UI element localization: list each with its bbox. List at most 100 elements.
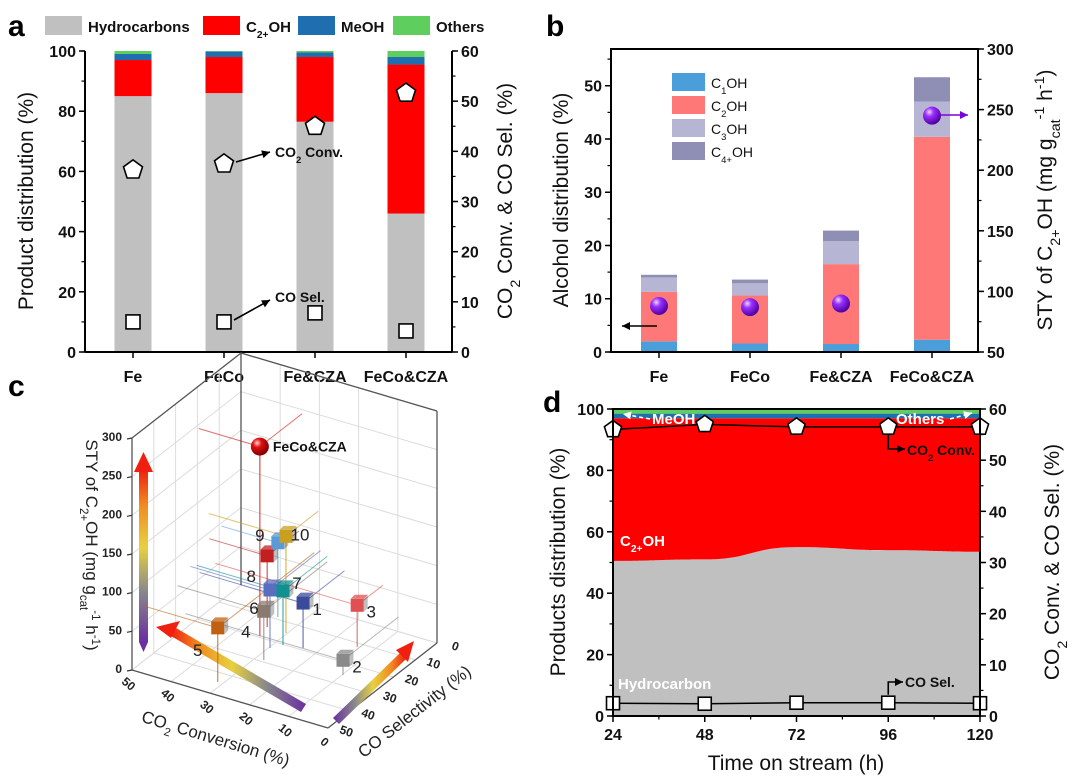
- z-tick-label: 250: [102, 469, 122, 483]
- panel-letter: a: [8, 10, 25, 43]
- bar-segment: [114, 54, 152, 61]
- x-tick-label: FeCo: [730, 369, 770, 386]
- projection-line: [263, 561, 328, 612]
- area-hydrocarbon: [613, 547, 980, 716]
- cube-front: [257, 604, 271, 618]
- legend-swatch: [672, 119, 705, 137]
- data-point-label: 8: [246, 567, 255, 586]
- co-selectivity-marker: [789, 695, 804, 710]
- cube-front: [263, 583, 277, 597]
- y-tick-label: 100: [577, 402, 604, 419]
- y-tick-label: 100: [987, 284, 1014, 301]
- legend-label: C2+OH: [246, 19, 291, 41]
- z-tick-label: 300: [102, 430, 122, 444]
- x-tick-label: Fe: [650, 369, 669, 386]
- x-tick-label: 0: [318, 734, 332, 749]
- z-tick: [126, 437, 133, 440]
- bar-segment: [205, 57, 243, 94]
- projection-line: [144, 605, 218, 629]
- cube-side: [309, 592, 314, 610]
- co-selectivity-marker: [125, 314, 141, 330]
- co-sel-arrow: [233, 299, 271, 321]
- y-tick-label: 10: [584, 292, 602, 309]
- y2-axis-title: CO2 Conv. & CO Sel. (%): [1041, 444, 1071, 680]
- y-axis-title: Product distribution (%): [15, 92, 38, 310]
- others-arrow: [949, 411, 973, 420]
- meoh-arrow: [622, 411, 651, 420]
- box-edge: [240, 352, 438, 412]
- co-selectivity-marker: [398, 323, 414, 339]
- z-tick: [126, 669, 133, 672]
- cube-side: [363, 594, 368, 612]
- z-tick: [126, 553, 133, 556]
- y-tick-label: 20: [58, 285, 76, 302]
- bar-segment: [914, 77, 950, 102]
- cube-top: [263, 579, 281, 584]
- projection-line: [208, 513, 287, 537]
- y-axis-title: Products distribution (%): [547, 448, 570, 677]
- y-tick-label: 30: [584, 185, 602, 202]
- others-arrow-shaft: [949, 412, 973, 420]
- sty-marker: [650, 296, 668, 315]
- co2-conv-arrow-head: [261, 150, 270, 159]
- grid-line: [131, 507, 438, 594]
- cube-front: [296, 596, 310, 610]
- x-tick-label: 20: [237, 709, 256, 729]
- conversion-arrow-head: [156, 621, 180, 638]
- cube-side: [289, 580, 294, 598]
- y-tick-label: 20: [586, 648, 604, 665]
- bar-segment: [296, 57, 334, 122]
- bar-segment: [641, 277, 677, 292]
- cube-side: [292, 525, 297, 543]
- bar-segment: [732, 283, 768, 296]
- data-point-label: 2: [352, 657, 361, 676]
- co2-conversion-marker: [395, 82, 417, 102]
- legend-swatch: [393, 16, 430, 35]
- data-point-label: 4: [241, 622, 250, 641]
- right-axis-arrow: [940, 111, 968, 119]
- bar-segment: [114, 51, 152, 55]
- panel-b-alcohol-distribution: b Fe FeCo Fe&CZA FeCo&CZA 0 10 20 30 40 50 50 100 150…: [546, 10, 1064, 386]
- co-selectivity-marker: [307, 305, 323, 321]
- projection-line: [190, 565, 271, 591]
- grid-line: [219, 601, 416, 661]
- bar-segment: [823, 230, 859, 242]
- cube-top: [279, 525, 297, 530]
- box-edge: [131, 669, 329, 729]
- area-c2-oh: [613, 418, 980, 561]
- z-tick-label: 50: [109, 623, 123, 637]
- y-tick-label: 60: [461, 44, 479, 61]
- cube-side: [273, 545, 278, 563]
- cube-top: [211, 617, 229, 622]
- y-tick-label: 40: [989, 504, 1007, 521]
- left-axis-arrow: [622, 322, 657, 330]
- y-tick-label: 20: [584, 238, 602, 255]
- x-tick-label: 48: [696, 727, 714, 744]
- z-tick: [126, 630, 133, 633]
- cube-top: [257, 600, 275, 605]
- meoh-label: MeOH: [652, 411, 695, 428]
- x-tick-label: FeCo&CZA: [364, 369, 449, 386]
- co2-conversion-marker: [122, 158, 144, 179]
- data-point-label: 1: [312, 600, 321, 619]
- sty-marker: [741, 298, 759, 317]
- grid-line: [197, 618, 394, 678]
- cube-top: [350, 594, 368, 599]
- z-tick-label: 100: [102, 585, 122, 599]
- bar-segment: [823, 241, 859, 265]
- y-tick-label: 250: [987, 103, 1014, 120]
- x-tick-label: 50: [119, 674, 138, 694]
- panel-letter: c: [8, 370, 25, 403]
- x-tick-label: 30: [197, 697, 216, 717]
- co-sel-annotation: CO Sel.: [275, 289, 325, 305]
- panel-letter: b: [546, 10, 564, 43]
- y-tick-label: 100: [49, 44, 76, 61]
- bar-segment: [641, 274, 677, 278]
- co-sel-annotation: CO Sel.: [905, 674, 955, 690]
- y-tick-label: 80: [58, 104, 76, 121]
- co2-conversion-marker: [786, 416, 807, 436]
- selectivity-arrow-head: [396, 641, 414, 662]
- x-tick-label: 120: [967, 727, 994, 744]
